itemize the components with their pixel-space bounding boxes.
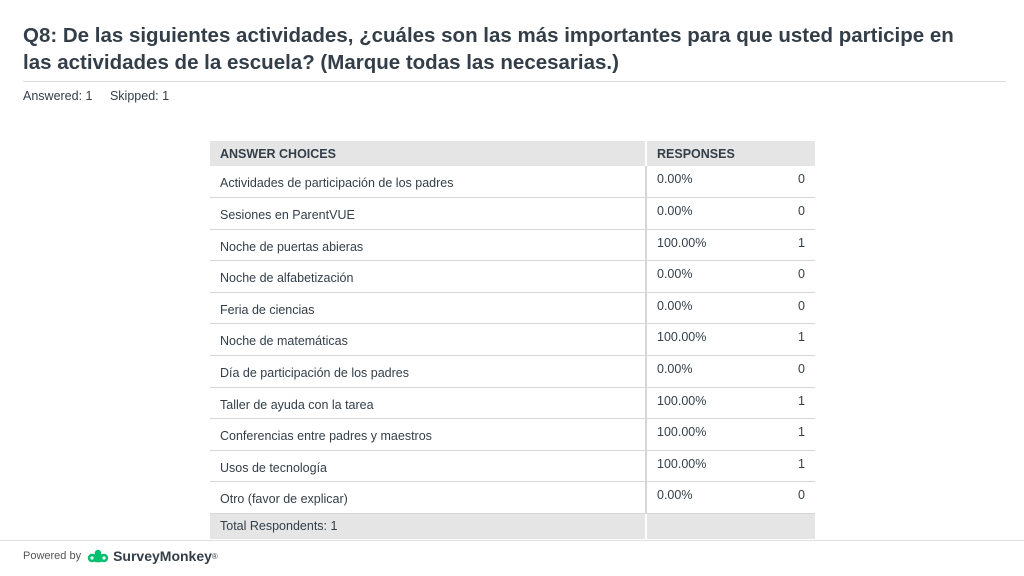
table-row: Feria de ciencias 0.00% 0	[210, 292, 815, 325]
response-values: 0.00% 0	[657, 488, 805, 502]
response-count: 0	[798, 267, 805, 282]
answer-choice-label: Taller de ayuda con la tarea	[210, 387, 647, 420]
header-responses: RESPONSES	[646, 141, 815, 166]
response-percent: 0.00%	[657, 204, 693, 219]
powered-by-label: Powered by	[23, 550, 82, 562]
response-count: 1	[798, 456, 805, 471]
answer-choice-label: Noche de alfabetización	[210, 260, 647, 293]
total-respondents: Total Respondents: 1	[210, 513, 647, 539]
results-table: ANSWER CHOICES RESPONSES Actividades de …	[210, 141, 815, 539]
response-count: 0	[798, 362, 805, 377]
response-cell: 100.00% 1	[646, 323, 815, 357]
table-header-row: ANSWER CHOICES RESPONSES	[210, 141, 815, 166]
response-percent: 0.00%	[657, 172, 693, 186]
response-values: 0.00% 0	[657, 172, 805, 186]
answer-choice-label: Día de participación de los padres	[210, 355, 647, 388]
answer-choice-label: Sesiones en ParentVUE	[210, 197, 647, 230]
registered-mark: ®	[211, 551, 218, 561]
response-values: 0.00% 0	[657, 267, 805, 281]
response-percent: 0.00%	[657, 362, 693, 377]
header-answer-choices: ANSWER CHOICES	[210, 141, 647, 166]
response-values: 0.00% 0	[657, 204, 805, 218]
title-divider	[23, 81, 1006, 82]
response-values: 100.00% 1	[657, 330, 805, 344]
footer: Powered by SurveyMonkey ®	[23, 548, 218, 564]
response-cell: 0.00% 0	[646, 197, 815, 230]
response-cell: 0.00% 0	[646, 355, 815, 388]
response-percent: 100.00%	[657, 235, 707, 250]
response-percent: 0.00%	[657, 298, 693, 313]
answer-choice-label: Conferencias entre padres y maestros	[210, 418, 647, 451]
table-row: Noche de alfabetización 0.00% 0	[210, 260, 815, 293]
surveymonkey-logo-icon	[87, 549, 109, 563]
response-percent: 100.00%	[657, 425, 707, 440]
response-cell: 0.00% 0	[646, 166, 815, 199]
answered-count: Answered: 1	[23, 89, 93, 103]
skipped-count: Skipped: 1	[109, 89, 170, 103]
response-cell: 100.00% 1	[646, 387, 815, 420]
surveymonkey-brand: SurveyMonkey	[113, 548, 212, 564]
response-values: 0.00% 0	[657, 299, 805, 313]
answer-choice-label: Otro (favor de explicar)	[210, 481, 647, 515]
table-row: Noche de matemáticas 100.00% 1	[210, 323, 815, 357]
response-values: 100.00% 1	[657, 394, 805, 408]
response-values: 100.00% 1	[657, 236, 805, 250]
response-count: 0	[798, 172, 805, 186]
table-row: Conferencias entre padres y maestros 100.…	[210, 418, 815, 451]
table-row: Noche de puertas abieras 100.00% 1	[210, 229, 815, 262]
answer-choice-label: Feria de ciencias	[210, 292, 647, 325]
response-count: 1	[798, 235, 805, 250]
response-percent: 100.00%	[657, 330, 707, 345]
response-stats: Answered: 1 Skipped: 1	[23, 89, 183, 103]
table-row: Sesiones en ParentVUE 0.00% 0	[210, 197, 815, 230]
table-row: Usos de tecnología 100.00% 1	[210, 450, 815, 483]
response-count: 1	[798, 393, 805, 408]
table-row: Día de participación de los padres 0.00% 0	[210, 355, 815, 388]
table-row: Taller de ayuda con la tarea 100.00% 1	[210, 387, 815, 420]
response-percent: 100.00%	[657, 393, 707, 408]
table-body: Actividades de participación de los padr…	[210, 166, 815, 515]
response-percent: 0.00%	[657, 267, 693, 282]
response-count: 0	[798, 204, 805, 219]
response-values: 0.00% 0	[657, 362, 805, 376]
answer-choice-label: Usos de tecnología	[210, 450, 647, 483]
total-row: Total Respondents: 1	[210, 513, 815, 539]
response-cell: 100.00% 1	[646, 418, 815, 451]
table-row: Actividades de participación de los padr…	[210, 166, 815, 199]
response-cell: 0.00% 0	[646, 481, 815, 515]
footer-divider	[0, 540, 1024, 541]
response-count: 1	[798, 425, 805, 440]
response-percent: 100.00%	[657, 456, 707, 471]
response-count: 0	[798, 298, 805, 313]
response-cell: 100.00% 1	[646, 450, 815, 483]
response-cell: 100.00% 1	[646, 229, 815, 262]
table-row: Otro (favor de explicar) 0.00% 0	[210, 481, 815, 515]
response-values: 100.00% 1	[657, 425, 805, 439]
total-empty-cell	[646, 513, 815, 539]
question-title: Q8: De las siguientes actividades, ¿cuál…	[23, 24, 954, 74]
response-percent: 0.00%	[657, 488, 693, 503]
response-values: 100.00% 1	[657, 457, 805, 471]
answer-choice-label: Actividades de participación de los padr…	[210, 166, 647, 199]
answer-choice-label: Noche de matemáticas	[210, 323, 647, 357]
response-cell: 0.00% 0	[646, 260, 815, 293]
response-count: 1	[798, 330, 805, 345]
response-cell: 0.00% 0	[646, 292, 815, 325]
response-count: 0	[798, 488, 805, 503]
answer-choice-label: Noche de puertas abieras	[210, 229, 647, 262]
